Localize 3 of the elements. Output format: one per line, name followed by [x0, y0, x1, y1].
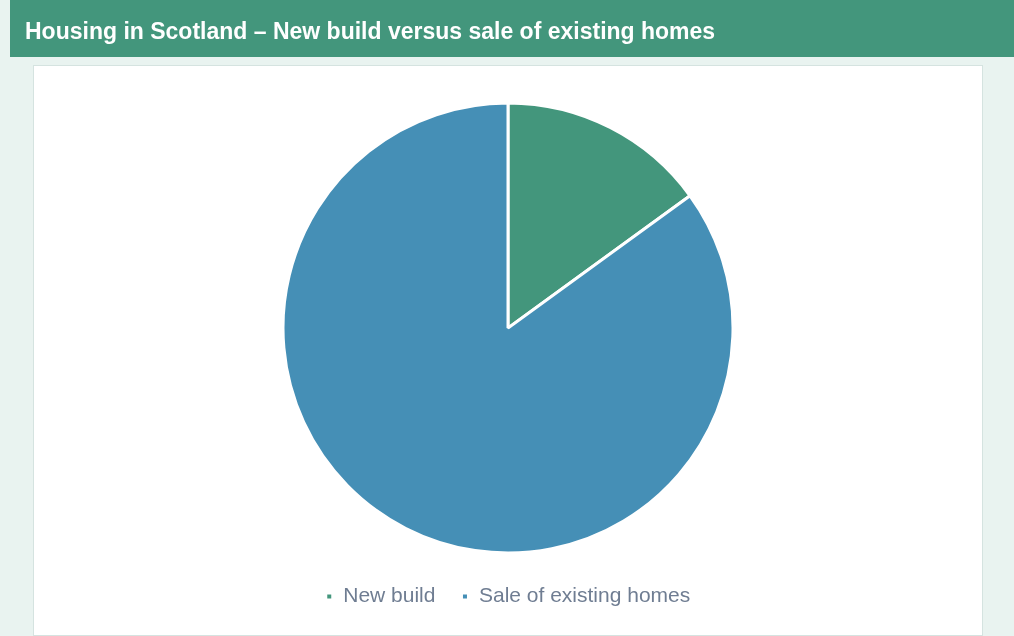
legend-label: Sale of existing homes: [478, 583, 691, 607]
legend-label: New build: [343, 583, 436, 607]
chart-title: Housing in Scotland – New build versus sale of existing homes: [10, 0, 1014, 57]
